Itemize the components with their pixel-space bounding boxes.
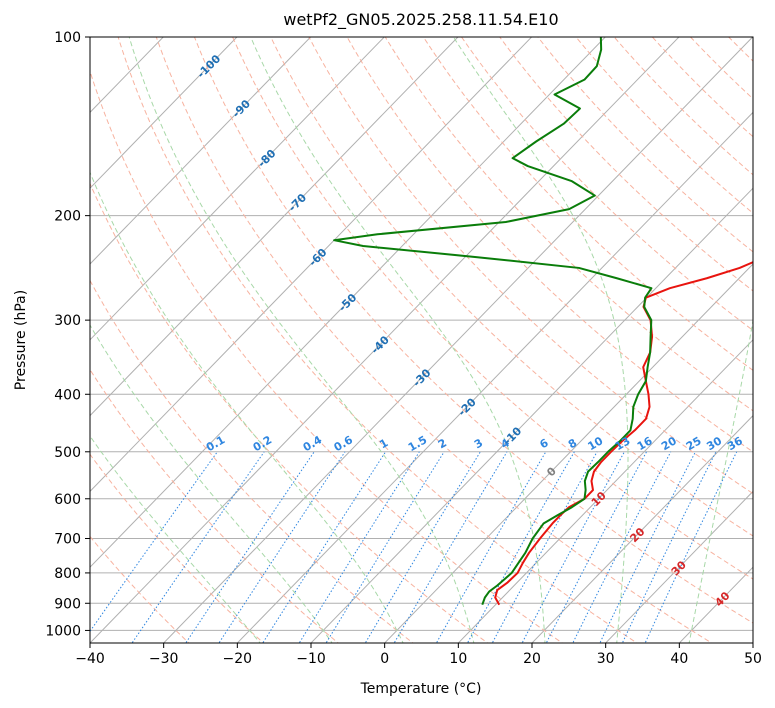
mixing-ratio-line	[90, 451, 218, 633]
isotherm-line	[310, 187, 753, 643]
y-tick-label: 400	[54, 387, 81, 403]
y-tick-label: 500	[54, 445, 81, 461]
y-tick-label: 100	[54, 30, 81, 46]
dry-adiabat-line	[90, 535, 190, 643]
y-tick-label: 900	[54, 596, 81, 612]
dry-adiabat-line	[422, 37, 753, 371]
y-tick-label: 800	[54, 566, 81, 582]
dry-adiabat-line	[90, 368, 339, 643]
dry-adiabat-line	[193, 37, 753, 624]
x-tick-label: 0	[380, 651, 389, 667]
dry-adiabat-line	[460, 37, 753, 332]
isotherm-line	[162, 37, 753, 643]
isotherm-line	[604, 490, 753, 643]
isotherm-line	[457, 339, 753, 643]
isotherm-line	[90, 37, 312, 265]
isotherm-line	[90, 37, 459, 417]
moist-adiabat-line	[688, 317, 753, 643]
background-lines	[90, 37, 753, 643]
isotherm-line	[90, 37, 238, 189]
moist-adiabat-line	[90, 324, 333, 643]
temperature-profile-line	[494, 261, 753, 606]
moist-adiabat-line	[250, 37, 546, 643]
mixing-ratio-line	[435, 451, 547, 643]
moist-adiabat-line	[452, 37, 629, 643]
y-axis-label: Pressure (hPa)	[13, 290, 29, 390]
x-tick-label: −40	[75, 651, 105, 667]
mixing-ratio-line	[393, 451, 508, 643]
sounding-profiles	[333, 37, 753, 606]
isotherm-line	[90, 37, 385, 341]
y-tick-label: 200	[54, 209, 81, 225]
dry-adiabat-line	[270, 37, 753, 537]
mixing-ratio-line	[364, 451, 481, 643]
dry-adiabat-line	[117, 37, 638, 643]
mixing-ratio-line	[131, 451, 265, 643]
mixing-ratio-line	[185, 451, 315, 643]
moist-adiabat-line	[90, 171, 404, 643]
y-tick-label: 1000	[45, 623, 81, 639]
isotherm-line	[90, 37, 533, 493]
isotherm-line	[383, 263, 753, 643]
dry-adiabat-line	[346, 37, 753, 453]
mixing-ratio-line	[298, 451, 420, 643]
dewpoint-profile-line	[333, 37, 653, 606]
chart-title: wetPf2_GN05.2025.258.11.54.E10	[283, 10, 558, 30]
x-tick-label: 50	[744, 651, 762, 667]
mixing-ratio-line	[644, 451, 738, 643]
mixing-ratio-line	[572, 451, 672, 643]
y-tick-label: 300	[54, 313, 81, 329]
x-tick-label: 20	[523, 651, 541, 667]
dry-adiabat-line	[232, 37, 753, 580]
mixing-ratio-line	[621, 451, 717, 643]
moist-adiabat-line	[90, 435, 261, 643]
x-tick-label: 40	[670, 651, 688, 667]
axes: −40 −30 −20 −10 0 10 20 30 40 50 100 200 300 400 500 60…	[45, 30, 762, 667]
x-tick-label: 30	[597, 651, 615, 667]
mixing-ratio-line	[262, 451, 387, 643]
y-tick-label: 700	[54, 532, 81, 548]
x-tick-label: −20	[223, 651, 253, 667]
mixing-ratio-line	[599, 451, 696, 643]
dry-adiabat-line	[90, 182, 489, 643]
mixing-ratio-line	[521, 451, 625, 643]
isotherm-line	[90, 37, 606, 568]
moist-adiabat-line	[128, 37, 475, 643]
mixing-ratio-line	[545, 451, 647, 643]
dry-adiabat-line	[308, 37, 753, 495]
x-axis-label: Temperature (°C)	[360, 681, 482, 697]
isotherm-line	[90, 37, 680, 643]
mixing-ratio-line	[218, 451, 346, 643]
x-tick-label: 10	[449, 651, 467, 667]
dry-adiabat-line	[90, 453, 265, 643]
x-tick-label: −10	[296, 651, 326, 667]
y-tick-label: 600	[54, 492, 81, 508]
plot-frame	[89, 36, 754, 644]
dry-adiabat-line	[90, 279, 414, 643]
dry-adiabat-line	[90, 69, 564, 643]
x-tick-label: −30	[149, 651, 179, 667]
isotherm-line	[236, 111, 753, 643]
mixing-ratio-line	[325, 451, 445, 643]
